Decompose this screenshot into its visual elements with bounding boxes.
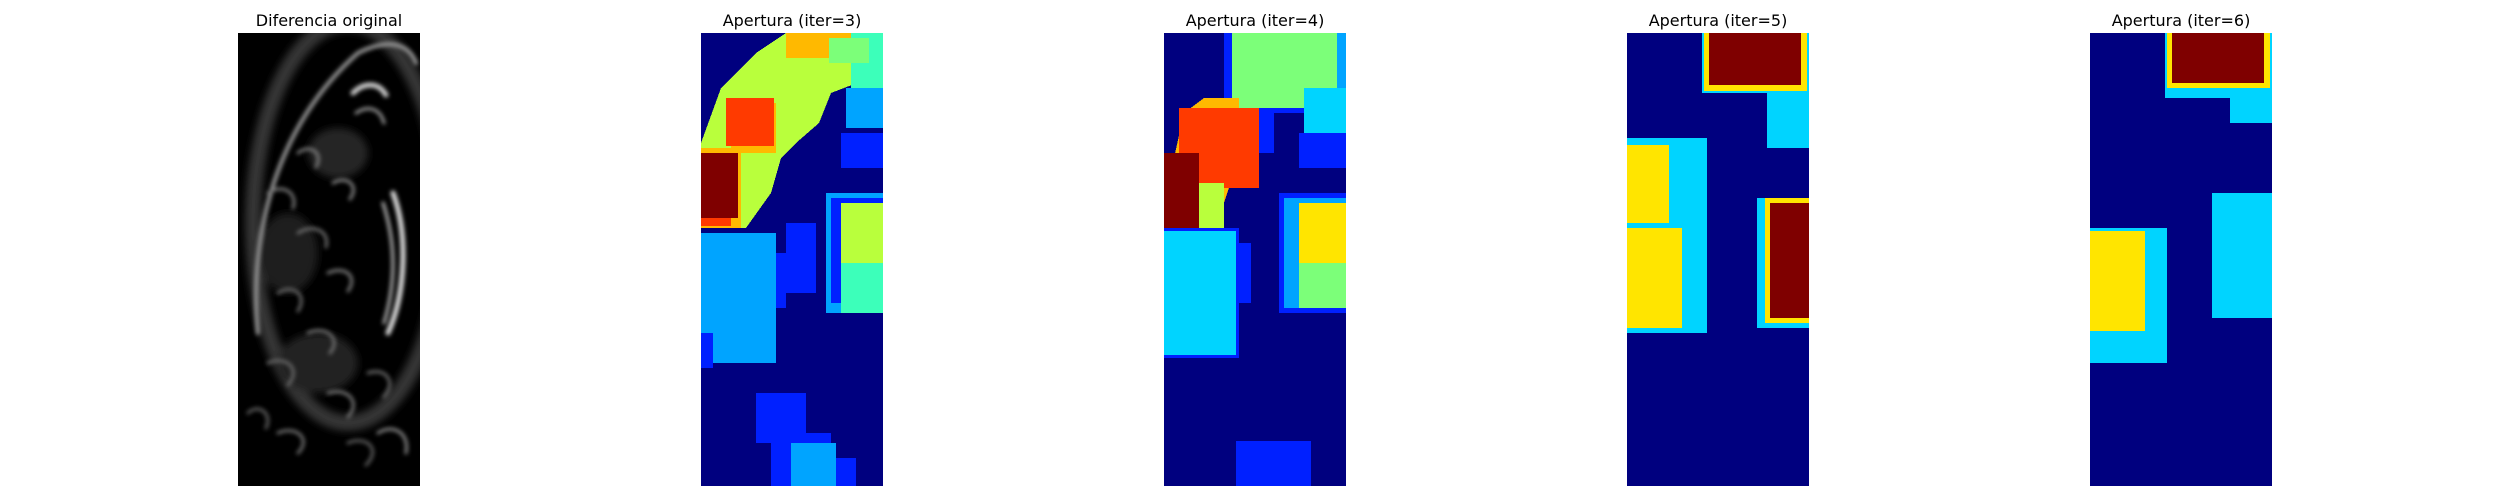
panel-title: Diferencia original bbox=[255, 11, 403, 30]
panel-title: Apertura (iter=5) bbox=[1648, 11, 1788, 30]
segmentation-image-iter-4 bbox=[1164, 33, 1346, 486]
segmentation-image-iter-6 bbox=[2090, 33, 2272, 486]
panel-title: Apertura (iter=3) bbox=[722, 11, 862, 30]
segmentation-image-iter-3 bbox=[701, 33, 883, 486]
panel-title: Apertura (iter=6) bbox=[2111, 11, 2251, 30]
segmentation-image-iter-5 bbox=[1627, 33, 1809, 486]
panel-title: Apertura (iter=4) bbox=[1185, 11, 1325, 30]
grayscale-difference-image bbox=[238, 33, 420, 486]
